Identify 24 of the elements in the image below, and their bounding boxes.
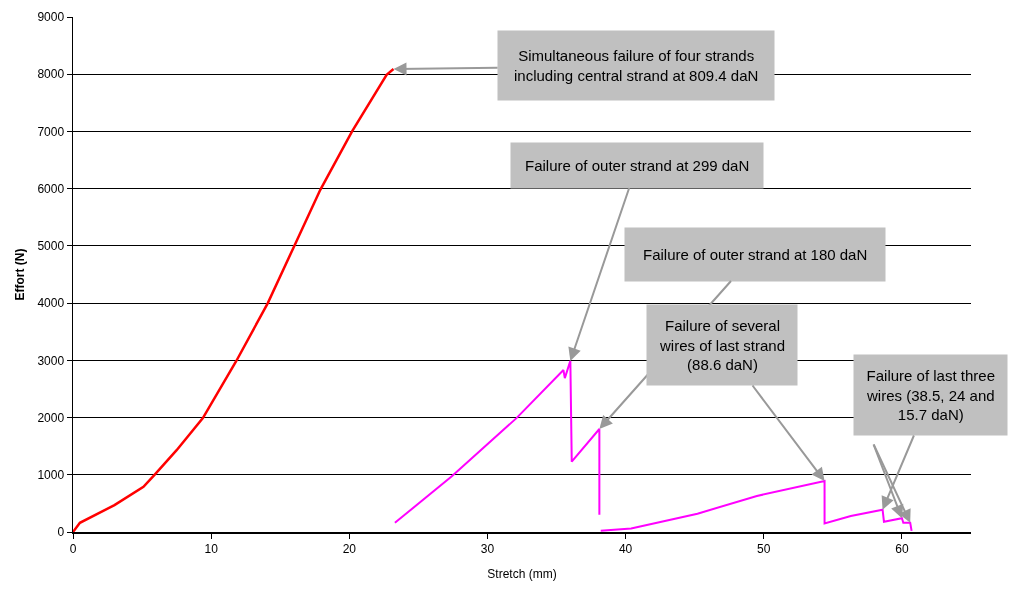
x-tick-label: 30 — [480, 541, 495, 556]
y-tick-label: 0 — [57, 525, 65, 540]
x-tick-label: 0 — [69, 541, 77, 556]
y-tick-label: 9000 — [37, 10, 65, 25]
y-tick-label: 6000 — [37, 181, 65, 196]
annotation: Failure of outer strand at 180 daN — [643, 246, 868, 263]
x-axis-title: Stretch (mm) — [487, 566, 557, 581]
x-tick-label: 20 — [342, 541, 357, 556]
y-tick-label: 4000 — [37, 296, 65, 311]
y-tick-label: 1000 — [37, 467, 65, 482]
y-tick-label: 5000 — [37, 239, 65, 254]
y-tick-label: 3000 — [37, 353, 65, 368]
x-tick-label: 50 — [757, 541, 771, 556]
annotation: Simultaneous failure of four strands including central strand at 809.4 daN — [514, 47, 759, 84]
y-tick-label: 7000 — [37, 124, 65, 139]
x-tick-label: 10 — [204, 541, 219, 556]
y-axis-title: Effort (N) — [12, 248, 27, 301]
x-tick-label: 40 — [618, 541, 633, 556]
annotation: Failure of several wires of last strand (88.6 daN) — [659, 317, 786, 373]
y-tick-label: 2000 — [37, 410, 65, 425]
x-tick-label: 60 — [895, 541, 909, 556]
annotation: Failure of outer strand at 299 daN — [525, 157, 750, 174]
annotation: Failure of last three wires (38.5, 24 and 15.7 daN) — [866, 367, 995, 423]
y-tick-label: 8000 — [37, 67, 65, 82]
